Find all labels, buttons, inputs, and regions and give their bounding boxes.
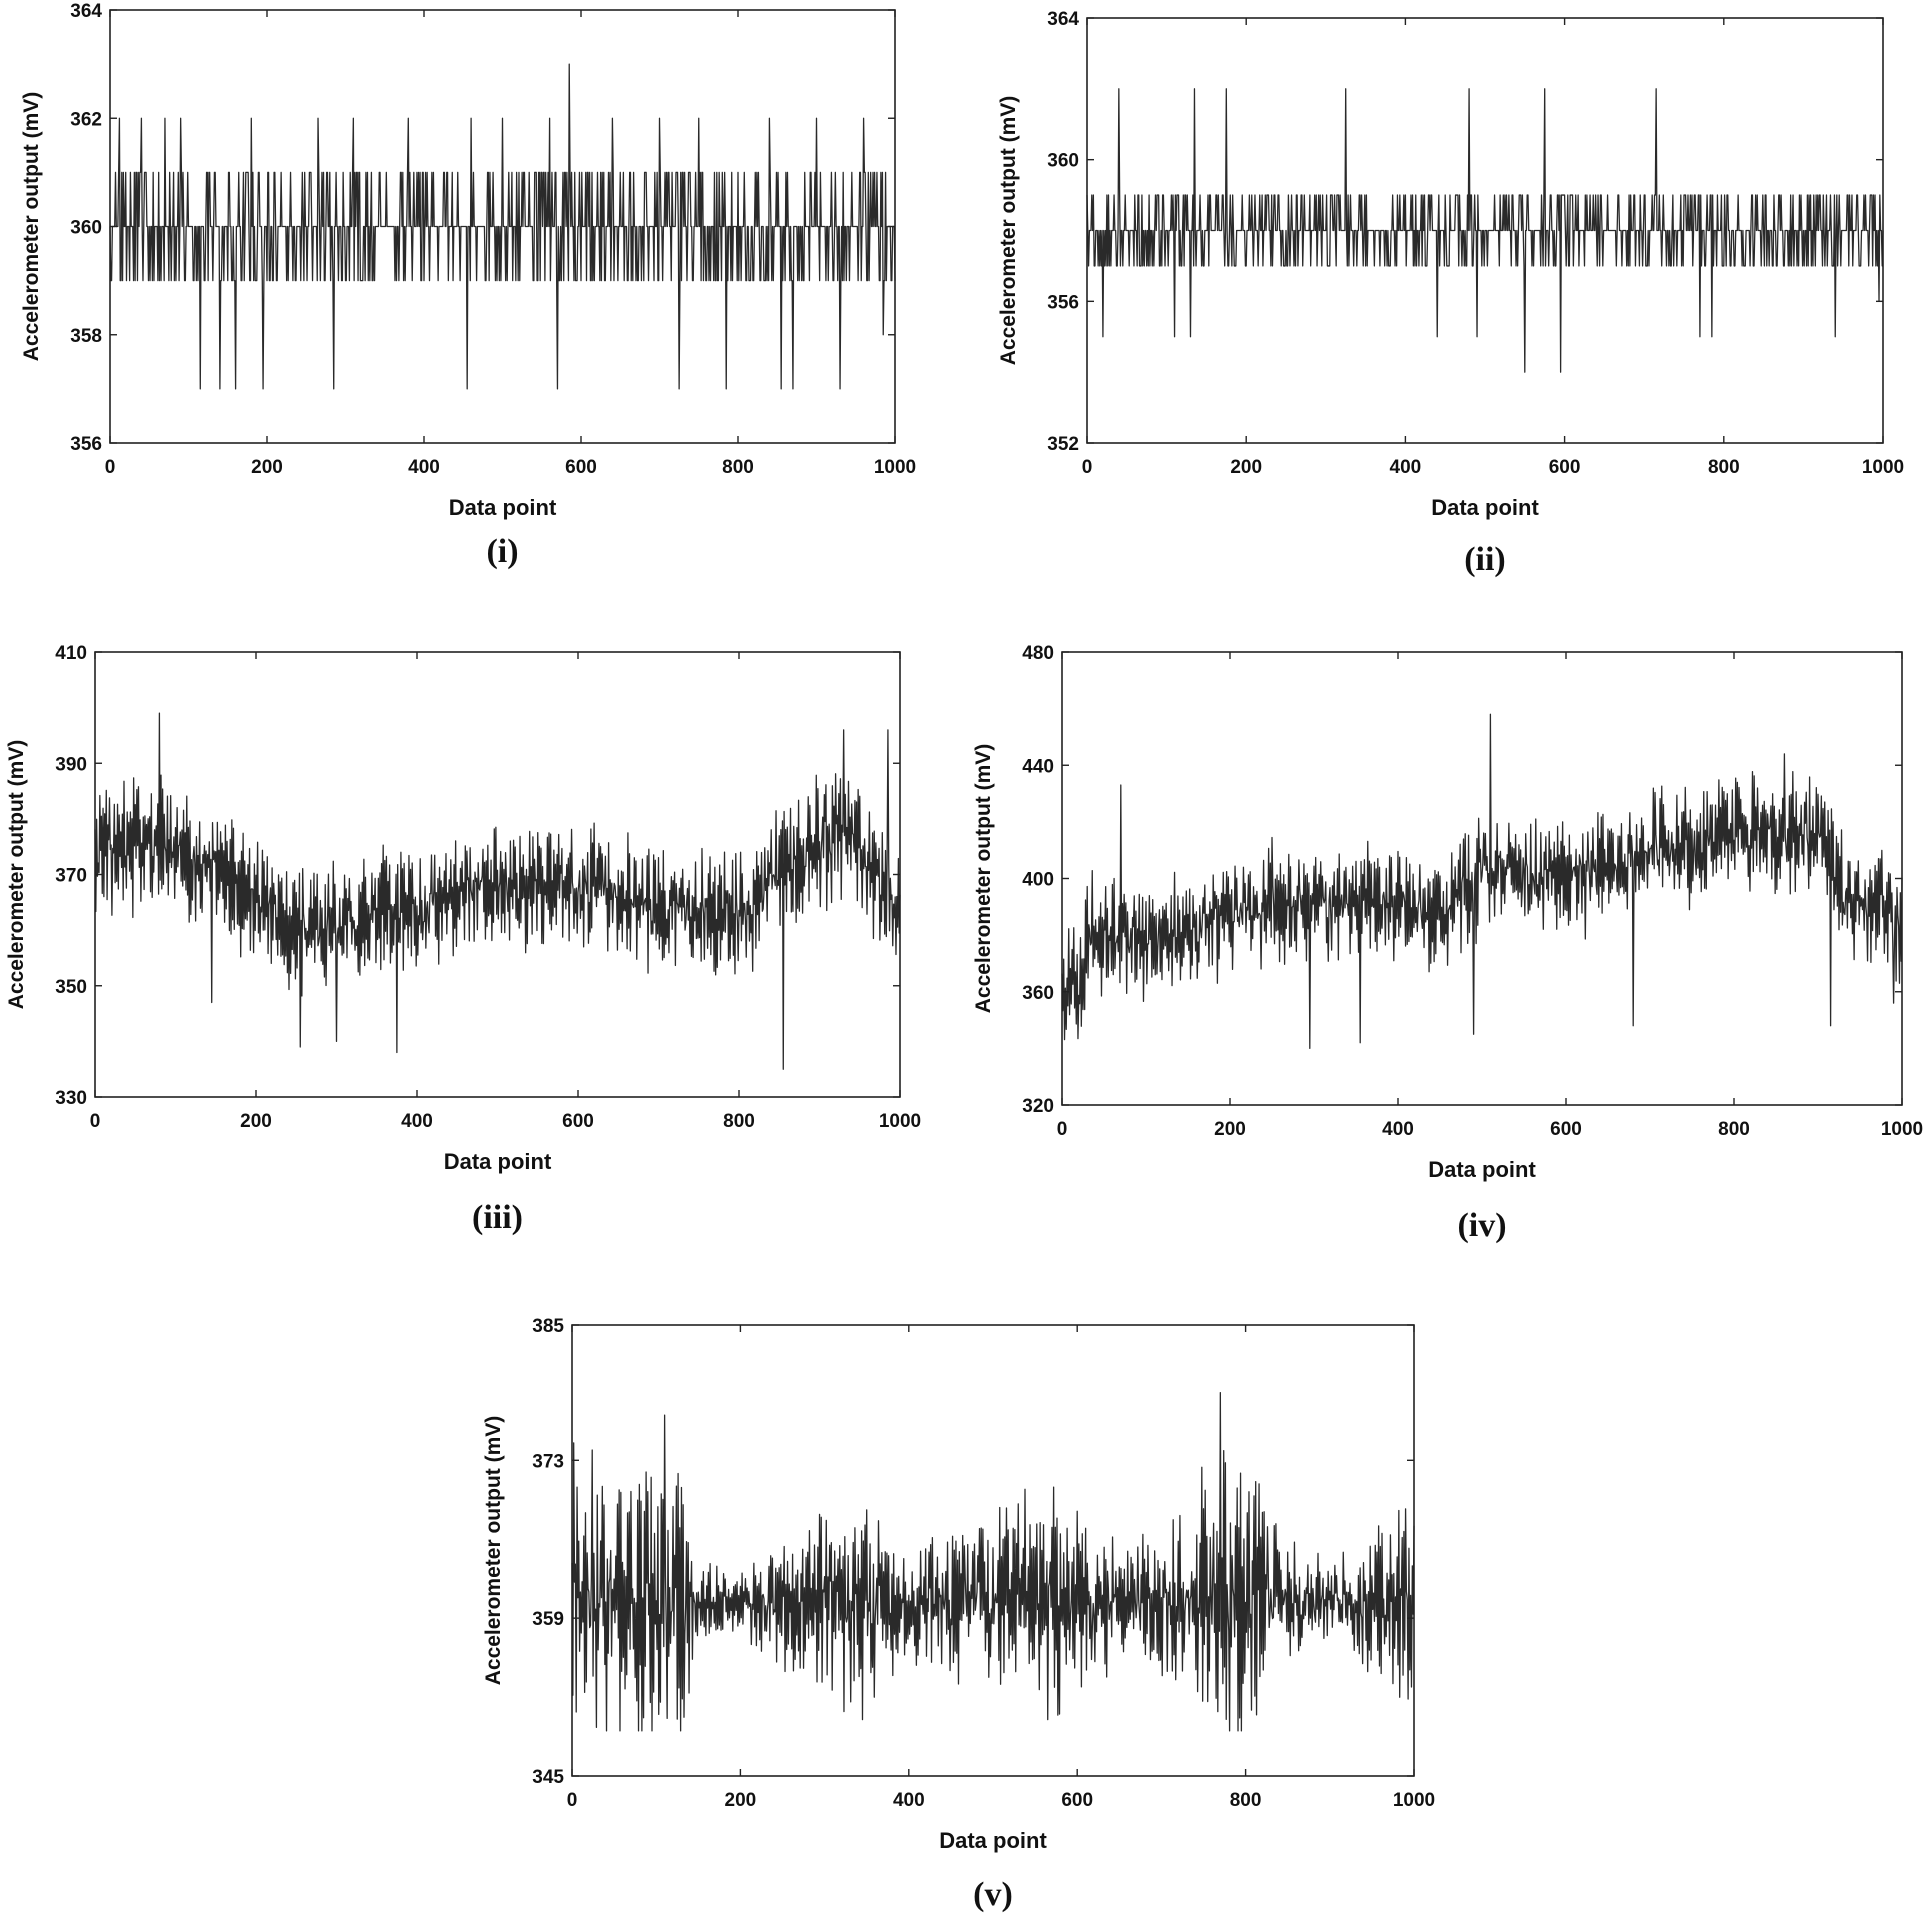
y-tick-label: 358 (70, 326, 102, 347)
x-tick-label: 200 (1230, 457, 1262, 478)
series-line (1061, 713, 1903, 1050)
x-tick-label: 1000 (1393, 1790, 1435, 1811)
series-line (571, 1392, 1415, 1732)
x-tick-label: 600 (562, 1111, 594, 1132)
x-tick-label: 1000 (1881, 1119, 1923, 1140)
x-tick-label: 0 (1057, 1119, 1068, 1140)
x-tick-label: 400 (893, 1790, 925, 1811)
y-tick-label: 359 (532, 1609, 564, 1630)
x-axis-label: Data point (1431, 495, 1539, 520)
y-axis-label: Accelerometer output (mV) (972, 744, 995, 1014)
x-tick-label: 800 (723, 1111, 755, 1132)
y-tick-label: 440 (1022, 756, 1054, 777)
x-tick-label: 1000 (1862, 457, 1904, 478)
x-axis-label: Data point (449, 495, 557, 520)
x-tick-label: 1000 (879, 1111, 921, 1132)
plot-frame (571, 1324, 1415, 1777)
y-tick-label: 360 (1022, 983, 1054, 1004)
series-line (109, 63, 896, 390)
y-axis-label: Accelerometer output (mV) (482, 1416, 505, 1686)
y-tick-label: 350 (55, 977, 87, 998)
y-tick-label: 390 (55, 754, 87, 775)
y-tick-label: 360 (1047, 151, 1079, 172)
panel-caption: (ii) (1464, 541, 1506, 578)
y-tick-label: 360 (70, 218, 102, 239)
y-tick-label: 345 (532, 1767, 564, 1788)
y-tick-label: 352 (1047, 434, 1079, 455)
y-tick-label: 364 (1047, 9, 1079, 30)
panel-caption: (v) (973, 1876, 1013, 1913)
x-axis-label: Data point (939, 1828, 1047, 1853)
x-tick-label: 800 (1718, 1119, 1750, 1140)
panel-caption: (iii) (472, 1199, 523, 1236)
x-tick-label: 200 (1214, 1119, 1246, 1140)
panel-caption: (iv) (1457, 1207, 1506, 1244)
x-tick-label: 800 (1708, 457, 1740, 478)
x-tick-label: 200 (251, 457, 283, 478)
panel-1: 0 200 400 600 800 1000 356 358 360 362 364 Data poi… (20, 1, 916, 570)
y-tick-label: 356 (1047, 292, 1079, 313)
y-tick-label: 385 (532, 1316, 564, 1337)
x-tick-label: 400 (408, 457, 440, 478)
series-line (94, 712, 901, 1070)
x-tick-label: 600 (565, 457, 597, 478)
y-tick-label: 410 (55, 643, 87, 664)
x-tick-label: 0 (105, 457, 116, 478)
x-tick-label: 400 (1390, 457, 1422, 478)
series-line (1086, 88, 1884, 373)
x-tick-label: 600 (1550, 1119, 1582, 1140)
y-tick-label: 330 (55, 1088, 87, 1109)
panel-5: 0 200 400 600 800 1000 345 359 373 385 Data point A… (482, 1316, 1435, 1913)
x-tick-label: 0 (1082, 457, 1093, 478)
y-tick-label: 364 (70, 1, 102, 22)
y-tick-label: 373 (532, 1451, 564, 1472)
y-axis-label: Accelerometer output (mV) (20, 92, 43, 362)
x-axis-label: Data point (1428, 1157, 1536, 1182)
x-axis-label: Data point (444, 1149, 552, 1174)
y-tick-label: 320 (1022, 1096, 1054, 1117)
panel-caption: (i) (486, 533, 518, 570)
y-tick-label: 362 (70, 109, 102, 130)
x-tick-label: 800 (1230, 1790, 1262, 1811)
y-tick-label: 400 (1022, 870, 1054, 891)
y-tick-label: 480 (1022, 643, 1054, 664)
x-tick-label: 1000 (874, 457, 916, 478)
y-tick-label: 370 (55, 866, 87, 887)
x-tick-label: 600 (1061, 1790, 1093, 1811)
y-axis-label: Accelerometer output (mV) (5, 740, 28, 1010)
x-tick-label: 200 (240, 1111, 272, 1132)
x-tick-label: 400 (401, 1111, 433, 1132)
panel-4: 0 200 400 600 800 1000 320 360 400 440 480 Data poi… (972, 643, 1923, 1244)
x-tick-label: 600 (1549, 457, 1581, 478)
y-axis-label: Accelerometer output (mV) (997, 96, 1020, 366)
x-tick-label: 0 (567, 1790, 578, 1811)
x-tick-label: 800 (722, 457, 754, 478)
x-tick-label: 400 (1382, 1119, 1414, 1140)
plot-frame (1086, 17, 1884, 444)
x-tick-label: 0 (90, 1111, 101, 1132)
panel-3: 0 200 400 600 800 1000 330 350 370 390 410 Data poi… (5, 643, 921, 1236)
x-tick-label: 200 (725, 1790, 757, 1811)
y-tick-label: 356 (70, 434, 102, 455)
panel-2: 0 200 400 600 800 1000 352 356 360 364 Data point A… (997, 9, 1904, 578)
